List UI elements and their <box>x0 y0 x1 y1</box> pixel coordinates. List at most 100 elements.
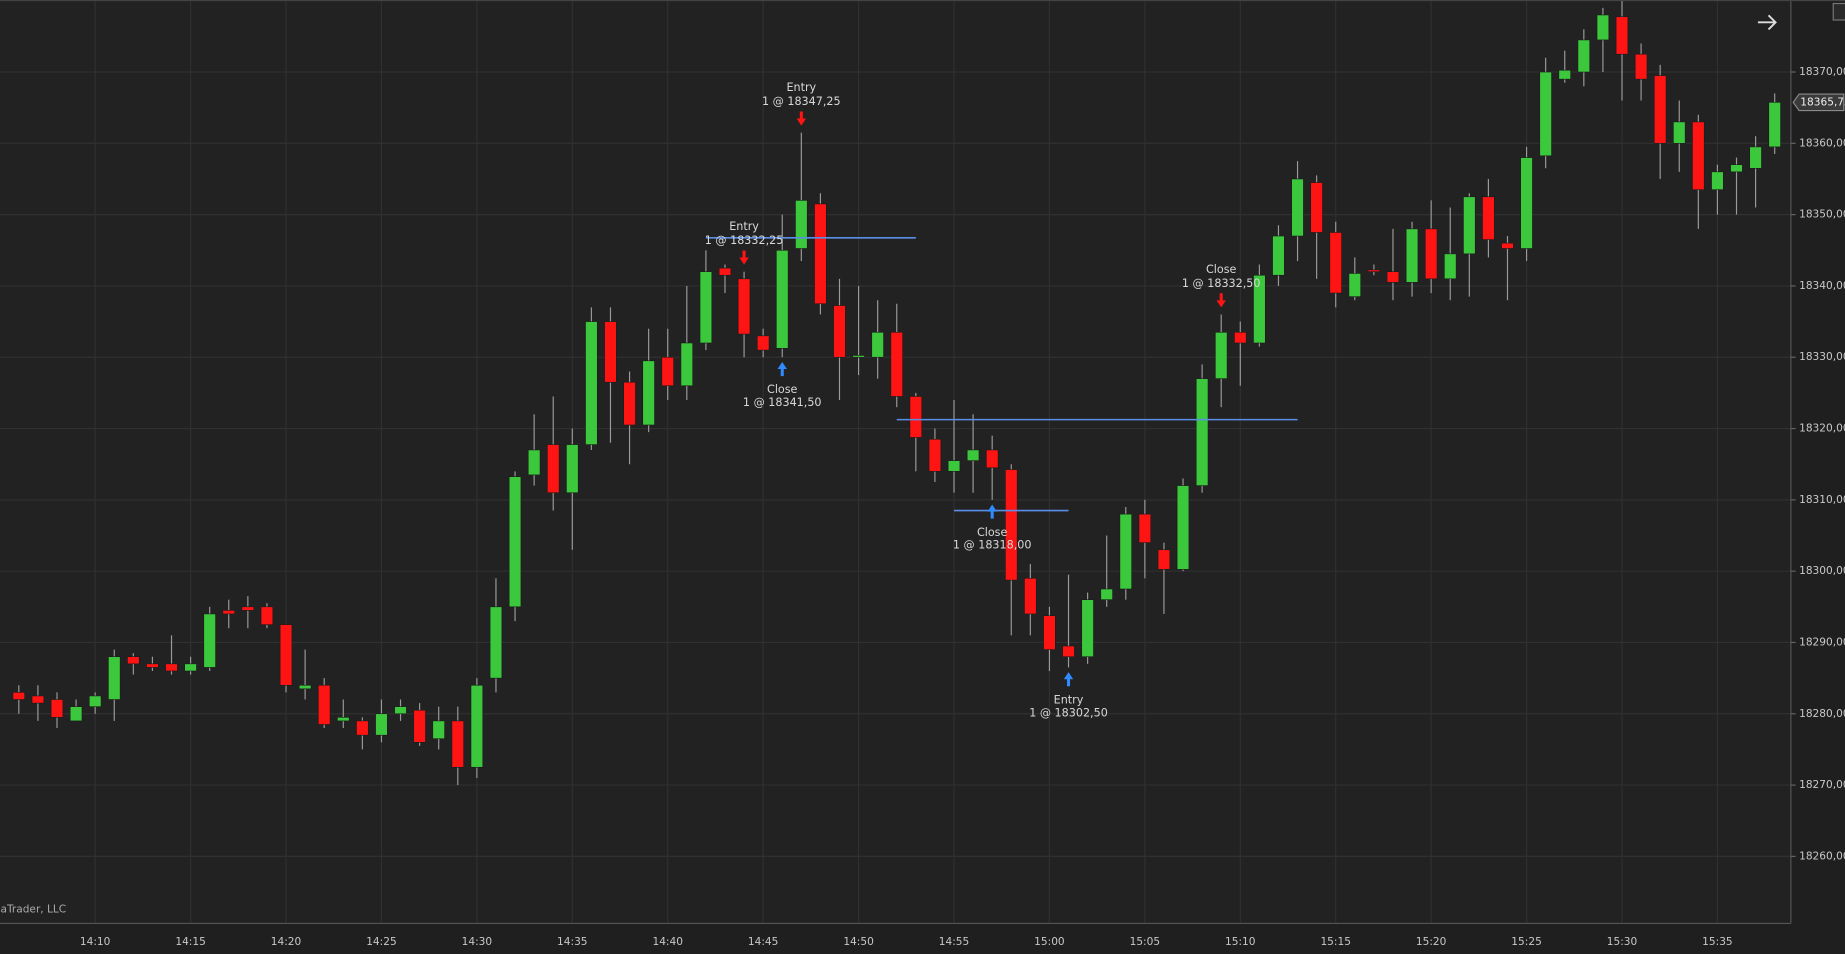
candle-body <box>814 203 827 305</box>
execution-title: Close <box>977 526 1008 539</box>
candle-body <box>1234 331 1247 344</box>
candle-body <box>604 321 617 383</box>
candle-body <box>1253 274 1266 344</box>
candle-body <box>1138 513 1152 543</box>
y-tick-label: 18370,00 <box>1799 66 1845 78</box>
execution-title: Close <box>1206 263 1237 276</box>
y-tick-label: 18330,00 <box>1799 351 1845 363</box>
candle-body <box>375 713 388 736</box>
candle-body <box>1405 228 1419 283</box>
x-tick-label: 14:20 <box>271 936 302 948</box>
candle-body <box>298 684 312 690</box>
execution-detail: 1 @ 18341,50 <box>743 396 822 409</box>
x-tick-label: 14:30 <box>462 936 493 948</box>
candle-body <box>489 606 503 679</box>
candle-body <box>699 271 713 344</box>
candle-body <box>88 695 102 707</box>
candle-body <box>1634 53 1648 80</box>
y-tick-label: 18270,00 <box>1799 779 1845 791</box>
candle-body <box>12 692 26 700</box>
candle-body <box>127 656 140 665</box>
execution-detail: 1 @ 18332,25 <box>705 234 784 247</box>
candle-body <box>1215 331 1228 379</box>
candle-body <box>1692 121 1705 190</box>
candle-body <box>890 331 903 397</box>
candle-body <box>260 606 274 625</box>
candle-body <box>1081 599 1094 658</box>
x-tick-label: 15:30 <box>1607 936 1638 948</box>
execution-title: Close <box>767 383 798 396</box>
candle-body <box>1043 615 1056 650</box>
candle-body <box>1005 469 1018 581</box>
execution-detail: 1 @ 18347,25 <box>762 95 841 108</box>
x-tick-label: 14:35 <box>557 936 588 948</box>
current-price-label: 18365,75 <box>1800 96 1845 108</box>
candle-body <box>1520 157 1533 249</box>
candle-body <box>318 684 331 725</box>
candle-body <box>1367 269 1381 272</box>
candle-body <box>356 720 369 736</box>
y-tick-label: 18350,00 <box>1799 209 1845 221</box>
x-tick-label: 14:55 <box>939 936 970 948</box>
candle-body <box>928 438 942 472</box>
execution-detail: 1 @ 18332,50 <box>1182 277 1261 290</box>
candle-body <box>394 706 407 715</box>
candle-body <box>470 684 484 768</box>
candle-body <box>1768 102 1781 148</box>
candle-body <box>222 610 235 615</box>
candle-body <box>1424 228 1438 280</box>
x-tick-label: 15:05 <box>1130 936 1161 948</box>
candle-body <box>413 709 426 743</box>
y-tick-label: 18340,00 <box>1799 280 1845 292</box>
candle-body <box>871 331 884 358</box>
candle-body <box>776 249 789 349</box>
candle-body <box>718 267 732 276</box>
candle-body <box>966 449 980 461</box>
x-tick-label: 14:40 <box>652 936 683 948</box>
y-tick-label: 18290,00 <box>1799 636 1845 648</box>
candle-body <box>737 278 751 335</box>
candle-body <box>909 396 923 438</box>
candle-body <box>108 656 121 700</box>
candle-body <box>1157 549 1171 570</box>
candle-body <box>547 444 560 494</box>
x-tick-label: 14:10 <box>80 936 111 948</box>
candle-body <box>1711 171 1724 190</box>
candle-body <box>50 699 64 718</box>
y-tick-label: 18260,00 <box>1799 850 1845 862</box>
panel-button[interactable] <box>1832 2 1845 21</box>
candle-body <box>1596 14 1610 41</box>
x-tick-label: 14:25 <box>366 936 397 948</box>
candle-body <box>1176 485 1190 570</box>
candle-body <box>986 449 999 469</box>
candle-body <box>184 663 197 672</box>
candle-body <box>203 613 216 668</box>
navigate-button[interactable] <box>1757 14 1777 31</box>
x-tick-label: 15:35 <box>1702 936 1733 948</box>
execution-title: Entry <box>1054 693 1084 706</box>
candle-body <box>1749 146 1762 169</box>
x-tick-label: 14:15 <box>175 936 206 948</box>
candle-body <box>1195 378 1209 486</box>
candle-body <box>1444 253 1457 280</box>
candle-body <box>947 460 961 472</box>
candle-body <box>661 356 674 387</box>
execution-detail: 1 @ 18318,00 <box>953 539 1032 552</box>
x-tick-label: 15:20 <box>1416 936 1447 948</box>
x-tick-label: 15:10 <box>1225 936 1256 948</box>
candle-body <box>1463 196 1476 255</box>
x-tick-label: 15:15 <box>1320 936 1351 948</box>
current-price-tag <box>1792 93 1845 112</box>
candle-body <box>337 717 350 722</box>
candle-body <box>1558 69 1571 80</box>
candle-body <box>508 476 522 608</box>
execution-title: Entry <box>786 81 816 94</box>
candle-body <box>1386 271 1400 283</box>
candle-body <box>1673 121 1686 144</box>
execution-title: Entry <box>729 220 759 233</box>
candle-body <box>1730 164 1743 173</box>
candle-body <box>165 663 178 672</box>
plot-area <box>0 0 1791 923</box>
y-tick-label: 18280,00 <box>1799 708 1845 720</box>
